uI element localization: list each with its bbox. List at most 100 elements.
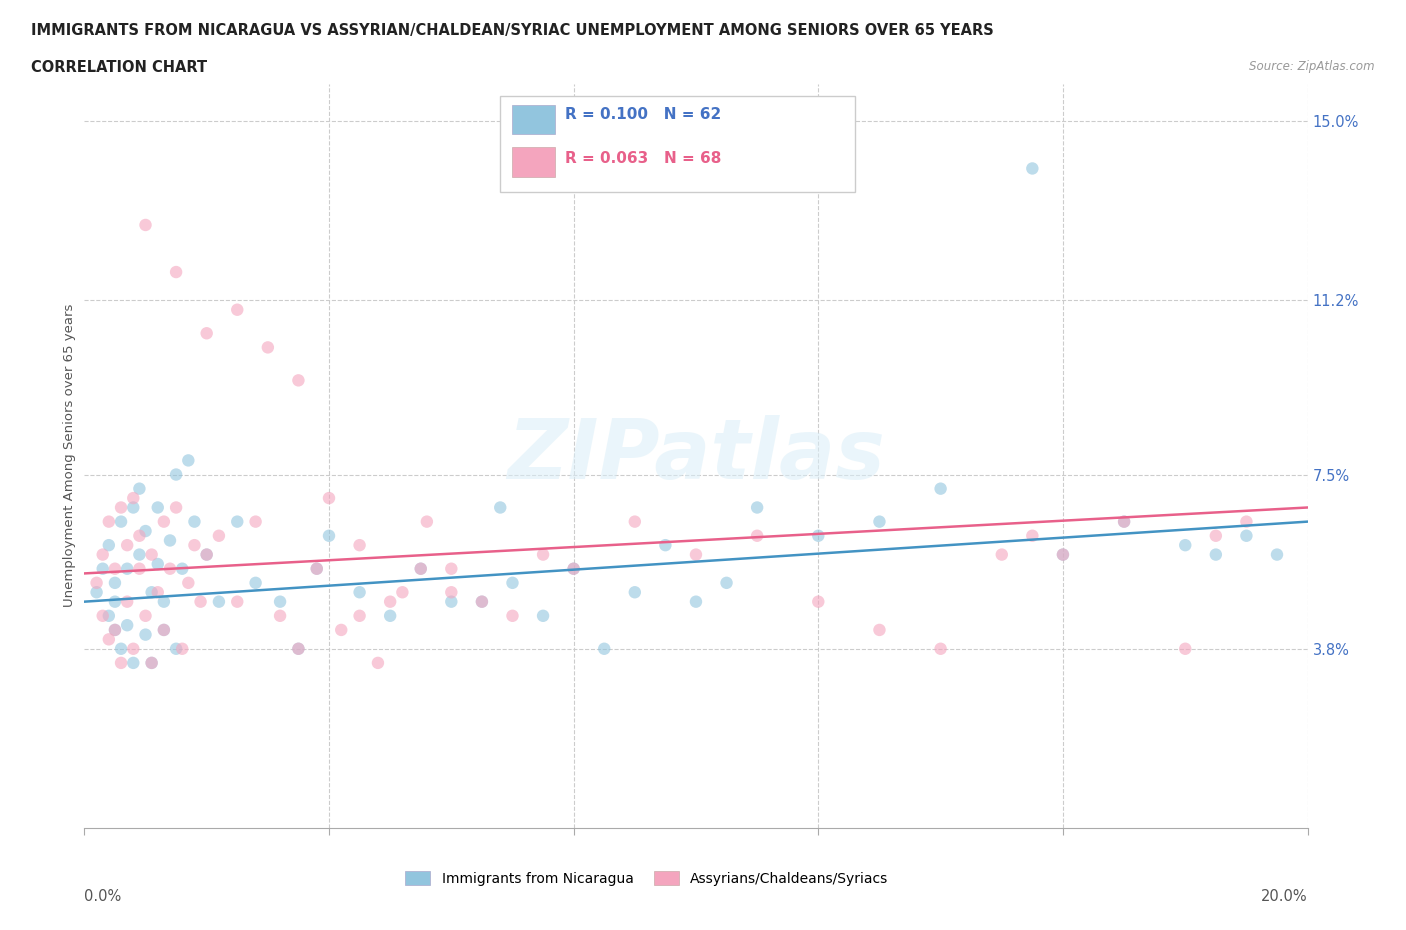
Point xyxy=(380,594,402,609)
Point xyxy=(502,608,524,623)
Point xyxy=(416,514,439,529)
Point xyxy=(226,594,249,609)
Point xyxy=(165,642,187,657)
Point xyxy=(159,533,181,548)
Point xyxy=(153,622,176,637)
Point xyxy=(807,594,830,609)
Point xyxy=(104,576,127,591)
Point xyxy=(409,562,432,577)
Point xyxy=(269,608,291,623)
Point xyxy=(287,642,309,657)
Point xyxy=(1021,528,1043,543)
FancyBboxPatch shape xyxy=(501,97,855,192)
Point xyxy=(1205,528,1227,543)
Point xyxy=(1234,528,1257,543)
Point xyxy=(1174,642,1197,657)
Point xyxy=(208,594,231,609)
Point xyxy=(128,481,150,496)
Point xyxy=(502,576,524,591)
Point xyxy=(135,627,157,642)
Point xyxy=(1234,514,1257,529)
Point xyxy=(245,514,267,529)
Point xyxy=(991,547,1014,562)
Point xyxy=(146,556,169,571)
Point xyxy=(391,585,413,600)
Point xyxy=(153,514,176,529)
Point xyxy=(159,562,181,577)
Point xyxy=(165,500,187,515)
Point xyxy=(97,538,120,552)
Point xyxy=(318,491,340,506)
Point xyxy=(141,656,163,671)
Text: IMMIGRANTS FROM NICARAGUA VS ASSYRIAN/CHALDEAN/SYRIAC UNEMPLOYMENT AMONG SENIORS: IMMIGRANTS FROM NICARAGUA VS ASSYRIAN/CH… xyxy=(31,23,994,38)
Point xyxy=(349,538,371,552)
Point xyxy=(135,218,157,232)
Point xyxy=(183,514,205,529)
Point xyxy=(929,642,952,657)
Point xyxy=(146,585,169,600)
Point xyxy=(104,622,127,637)
Point xyxy=(1114,514,1136,529)
Point xyxy=(593,642,616,657)
Point xyxy=(685,594,707,609)
Point xyxy=(349,585,371,600)
Point xyxy=(86,576,108,591)
Point xyxy=(172,642,194,657)
Point xyxy=(1114,514,1136,529)
Point xyxy=(624,585,647,600)
Bar xyxy=(512,104,555,134)
Point xyxy=(489,500,512,515)
Text: Source: ZipAtlas.com: Source: ZipAtlas.com xyxy=(1250,60,1375,73)
Point xyxy=(104,622,127,637)
Point xyxy=(716,576,738,591)
Point xyxy=(153,594,176,609)
Point xyxy=(1205,547,1227,562)
Point xyxy=(97,608,120,623)
Bar xyxy=(512,147,555,177)
Point xyxy=(153,622,176,637)
Point xyxy=(305,562,328,577)
Point xyxy=(141,656,163,671)
Point xyxy=(685,547,707,562)
Point xyxy=(97,514,120,529)
Point xyxy=(128,562,150,577)
Text: R = 0.063   N = 68: R = 0.063 N = 68 xyxy=(565,151,721,166)
Point xyxy=(531,547,554,562)
Point xyxy=(91,608,114,623)
Point xyxy=(91,547,114,562)
Point xyxy=(807,528,830,543)
Point xyxy=(91,562,114,577)
Point xyxy=(1174,538,1197,552)
Point xyxy=(195,326,218,340)
Point xyxy=(177,576,200,591)
Point xyxy=(110,656,132,671)
Point xyxy=(440,594,463,609)
Point xyxy=(1052,547,1074,562)
Point xyxy=(318,528,340,543)
Point xyxy=(183,538,205,552)
Point xyxy=(409,562,432,577)
Point xyxy=(141,585,163,600)
Point xyxy=(135,608,157,623)
Point xyxy=(122,642,145,657)
Point xyxy=(141,547,163,562)
Point xyxy=(122,500,145,515)
Point xyxy=(562,562,585,577)
Point xyxy=(104,594,127,609)
Point xyxy=(747,500,769,515)
Legend: Immigrants from Nicaragua, Assyrians/Chaldeans/Syriacs: Immigrants from Nicaragua, Assyrians/Cha… xyxy=(399,866,894,892)
Point xyxy=(330,622,353,637)
Point xyxy=(115,618,138,632)
Point xyxy=(367,656,389,671)
Text: ZIPatlas: ZIPatlas xyxy=(508,415,884,497)
Point xyxy=(269,594,291,609)
Point xyxy=(122,491,145,506)
Point xyxy=(531,608,554,623)
Point xyxy=(195,547,218,562)
Point xyxy=(226,302,249,317)
Point xyxy=(869,622,891,637)
Point xyxy=(110,642,132,657)
Point xyxy=(110,500,132,515)
Point xyxy=(257,340,280,355)
Point xyxy=(226,514,249,529)
